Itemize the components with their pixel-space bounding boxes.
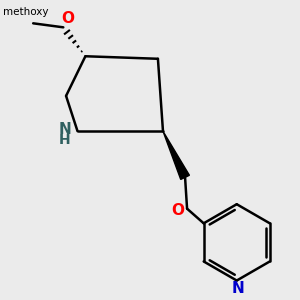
- Text: O: O: [61, 11, 75, 26]
- Text: N: N: [231, 281, 244, 296]
- Text: O: O: [172, 203, 185, 218]
- Text: methoxy: methoxy: [3, 7, 49, 17]
- Text: H: H: [59, 134, 70, 147]
- Polygon shape: [163, 131, 189, 179]
- Text: N: N: [58, 122, 71, 137]
